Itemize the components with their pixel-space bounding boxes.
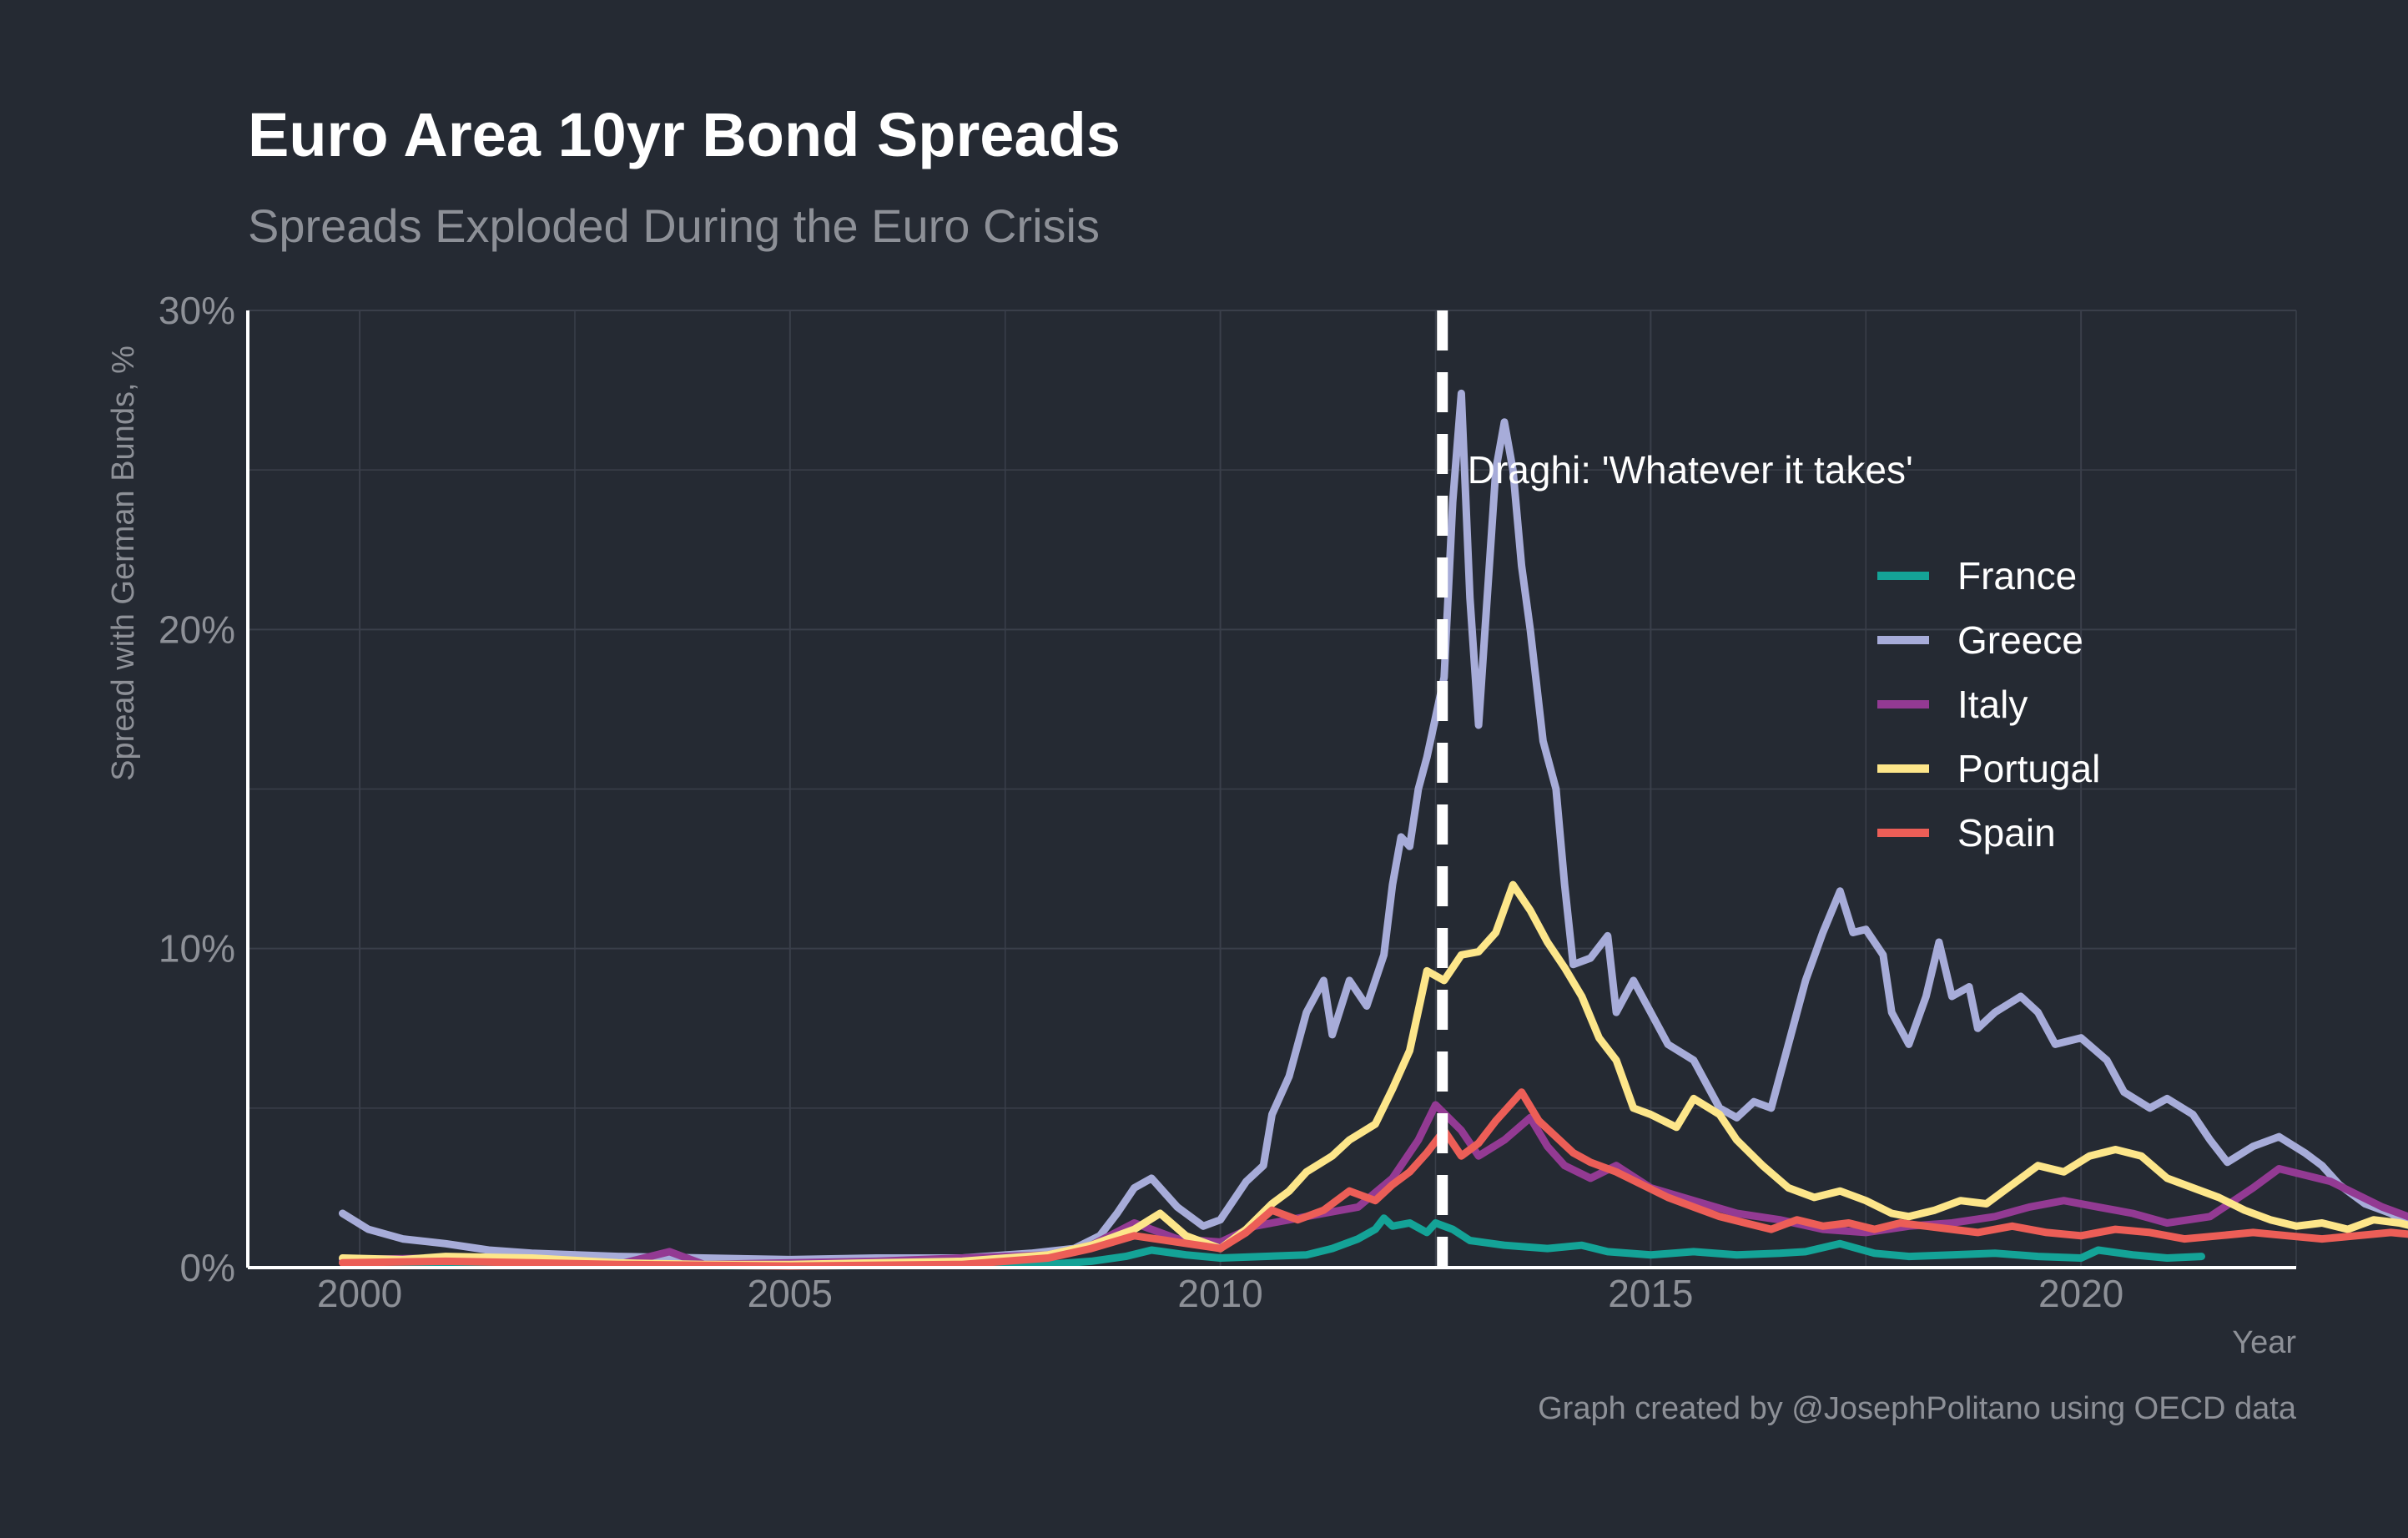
x-ticks-layer: 2000 2005 2010 2015 2020 [317, 1272, 2123, 1315]
draghi-annotation: Draghi: 'Whatever it takes' [1468, 448, 1913, 492]
series-layer [339, 389, 2408, 1270]
y-tick-label: 10% [159, 927, 235, 971]
y-tick-label: 0% [180, 1246, 235, 1289]
legend-label-portugal: Portugal [1957, 747, 2100, 790]
y-tick-label: 20% [159, 608, 235, 651]
chart-title: Euro Area 10yr Bond Spreads [248, 100, 1121, 169]
legend-label-spain: Spain [1957, 811, 2056, 855]
y-ticks-layer: 0% 10% 20% 30% [159, 289, 235, 1289]
legend-label-italy: Italy [1957, 683, 2028, 726]
chart-caption: Graph created by @JosephPolitano using O… [1538, 1391, 2297, 1426]
y-tick-label: 30% [159, 289, 235, 332]
y-axis-label: Spread with German Bunds, % [106, 345, 141, 781]
x-tick-label: 2015 [1608, 1272, 1693, 1315]
x-tick-label: 2010 [1177, 1272, 1262, 1315]
legend-label-greece: Greece [1957, 618, 2083, 662]
series-line-portugal [339, 880, 2408, 1268]
legend: France Greece Italy Portugal Spain [1877, 554, 2100, 855]
x-tick-label: 2020 [2038, 1272, 2123, 1315]
x-tick-label: 2000 [317, 1272, 402, 1315]
chart-subtitle: Spreads Exploded During the Euro Crisis [248, 199, 1100, 252]
x-axis-label: Year [2232, 1325, 2296, 1360]
series-line-spain [339, 1088, 2408, 1270]
series-line-france [339, 1214, 2205, 1270]
series-line-greece [339, 389, 2408, 1263]
legend-label-france: France [1957, 554, 2077, 598]
x-tick-label: 2005 [748, 1272, 833, 1315]
